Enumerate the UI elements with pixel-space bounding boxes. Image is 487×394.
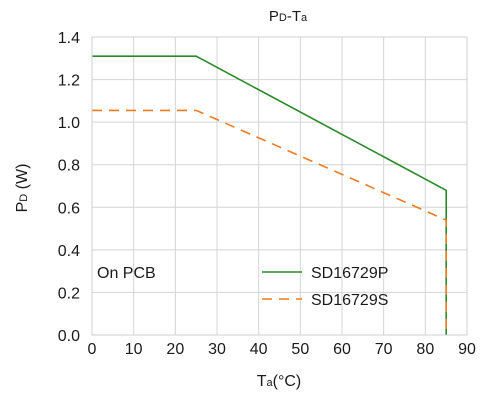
y-tick-label: 0.2 xyxy=(58,285,80,302)
x-tick-label: 90 xyxy=(458,341,476,358)
x-axis-title: Ta(°C) xyxy=(257,373,302,390)
y-tick-label: 1.2 xyxy=(58,73,80,90)
x-tick-label: 70 xyxy=(375,341,393,358)
series-layer xyxy=(92,55,448,335)
legend-label-sd16729s: SD16729S xyxy=(311,292,388,309)
y-tick-label: 1.0 xyxy=(58,115,80,132)
x-tick-label: 10 xyxy=(125,341,143,358)
y-tick-labels: 0.0 0.2 0.4 0.6 0.8 1.0 1.2 1.4 xyxy=(58,30,80,345)
x-tick-labels: 0 10 20 30 40 50 60 70 80 90 xyxy=(88,341,476,358)
x-tick-label: 50 xyxy=(291,341,309,358)
grid xyxy=(91,36,468,336)
y-tick-label: 1.4 xyxy=(58,30,80,47)
legend: SD16729P SD16729S xyxy=(262,265,388,309)
x-tick-label: 40 xyxy=(250,341,268,358)
y-tick-label: 0.8 xyxy=(58,158,80,175)
x-tick-label: 0 xyxy=(88,341,97,358)
x-tick-label: 30 xyxy=(208,341,226,358)
on-pcb-annotation: On PCB xyxy=(97,265,156,282)
plot-frame xyxy=(91,36,468,336)
x-tick-label: 60 xyxy=(333,341,351,358)
x-tick-label: 20 xyxy=(166,341,184,358)
y-tick-label: 0.0 xyxy=(58,328,80,345)
series-line-sd16729s xyxy=(92,109,448,335)
chart-title: PD-Ta xyxy=(269,8,308,25)
y-tick-label: 0.4 xyxy=(58,243,80,260)
y-axis-title: PD (W) xyxy=(14,164,31,213)
y-tick-label: 0.6 xyxy=(58,200,80,217)
legend-label-sd16729p: SD16729P xyxy=(311,265,388,282)
x-tick-label: 80 xyxy=(416,341,434,358)
series-line-sd16729p xyxy=(92,55,448,335)
